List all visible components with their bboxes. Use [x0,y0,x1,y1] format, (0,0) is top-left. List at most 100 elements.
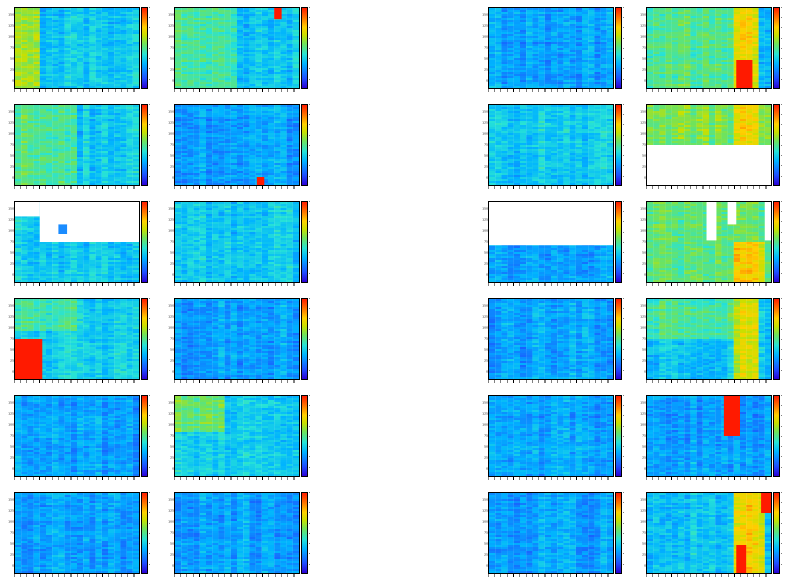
heatmap-cell [715,86,722,88]
heatmap-cell [526,66,533,69]
heatmap-cell [21,111,28,114]
heatmap-cell [218,175,225,178]
heatmap-cell [274,121,281,124]
heatmap-cell [715,48,722,51]
heatmap-cell [218,123,225,126]
heatmap-cell [33,66,40,69]
heatmap-cell [132,54,139,57]
heatmap-cell [89,107,96,110]
heatmap-cell [206,60,213,63]
heatmap-cell [268,56,275,59]
heatmap-cell [249,179,256,182]
heatmap-cell [684,12,691,15]
heatmap-cell [83,74,90,77]
heatmap-cell [286,24,293,27]
heatmap-cell [70,147,78,150]
heatmap-cell [526,40,533,43]
heatmap-cell [727,78,734,81]
x-axis-ticks [14,89,140,92]
heatmap-cell [187,74,194,77]
heatmap-cell [721,66,728,69]
heatmap-cell [280,129,287,132]
heatmap-cell [181,131,188,134]
heatmap-cell [83,159,90,162]
heatmap-cell [187,179,194,182]
heatmap-cell [21,137,28,140]
heatmap-cell [95,109,102,112]
heatmap-cell [64,68,71,71]
heatmap-cell [764,52,771,55]
heatmap-cell [659,40,666,43]
heatmap-cell [175,111,182,114]
heatmap-cell [690,34,697,37]
heatmap-cell [582,12,589,15]
heatmap-cell [237,54,244,57]
heatmap-cell [594,52,601,55]
heatmap-cell [175,72,182,75]
heatmap-cell [108,74,115,77]
heatmap-cell [58,173,65,176]
heatmap-cell [224,121,231,124]
heatmap-cell [600,111,607,114]
heatmap-cell [606,42,613,45]
heatmap-cell [588,82,595,85]
heatmap-cell [218,167,225,170]
heatmap-cell [33,131,40,134]
heatmap-cell [199,22,207,25]
heatmap-cell [538,12,545,15]
heatmap-cell [280,52,287,55]
heatmap-cell [237,48,244,51]
heatmap-cell [64,181,71,184]
heatmap-cell [89,12,96,15]
heatmap-cell [70,32,78,35]
heatmap-cell [126,159,133,162]
heatmap-cell [206,165,213,168]
heatmap-cell [230,177,238,180]
heatmap-cell [89,143,96,146]
heatmap-cell [268,125,275,128]
heatmap-cell [286,111,293,114]
heatmap-cell [237,34,244,37]
heatmap-cell [526,111,533,114]
heatmap-cell [199,40,207,43]
heatmap-cell [758,56,765,59]
heatmap-cell [58,109,65,112]
heatmap-cell [249,24,256,27]
heatmap-cell [108,8,115,11]
heatmap-cell [721,16,728,19]
heatmap-cell [175,143,182,146]
heatmap-cell [569,20,576,23]
heatmap-cell [15,72,22,75]
heatmap-cell [551,72,558,75]
heatmap-cell [647,80,654,83]
heatmap-cell [218,40,225,43]
heatmap-cell [33,82,40,85]
heatmap-cell [268,111,275,114]
heatmap-cell [95,111,102,114]
heatmap-cell [532,28,539,31]
heatmap-cell [224,155,231,158]
heatmap-cell [746,30,753,33]
heatmap-cell [52,10,59,13]
heatmap-cell [286,26,293,29]
heatmap-cell [120,36,127,39]
heatmap-cell [206,175,213,178]
heatmap-cell [709,36,716,39]
heatmap-cell [600,78,607,81]
heatmap-cell [551,113,558,116]
heatmap-cell [89,80,96,83]
heatmap-cell [575,38,583,41]
heatmap-cell [224,60,231,63]
heatmap-cell [575,56,583,59]
heatmap-cell [120,44,127,47]
heatmap-cell [39,105,47,108]
heatmap-cell [206,28,213,31]
heatmap-cell [39,72,47,75]
heatmap-cell [114,125,121,128]
heatmap-cell [46,167,53,170]
heatmap-cell [187,151,194,154]
heatmap-cell [237,72,244,75]
heatmap-cell [39,66,47,69]
heatmap-cell [292,28,299,31]
heatmap-cell [52,78,59,81]
